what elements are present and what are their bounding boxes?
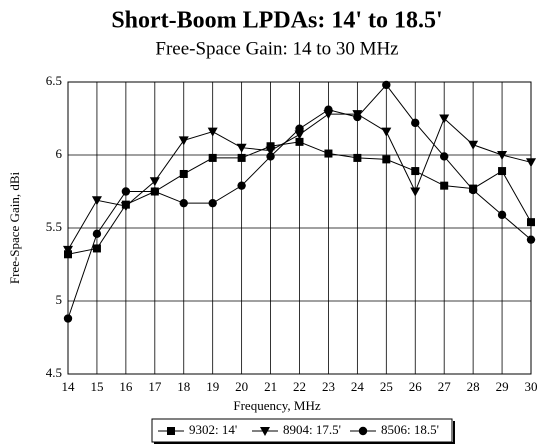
x-tick-label: 30 [525, 379, 538, 394]
marker [237, 153, 246, 162]
y-tick-label: 5 [56, 292, 63, 307]
x-tick-label: 26 [409, 379, 423, 394]
marker [63, 314, 73, 323]
marker [382, 80, 391, 90]
x-tick-label: 21 [264, 379, 277, 394]
marker [265, 146, 276, 156]
marker [121, 187, 131, 196]
marker [439, 114, 450, 124]
marker [410, 187, 421, 197]
marker [468, 140, 479, 150]
legend-item: 8506: 18.5' [350, 422, 439, 437]
x-tick-label: 14 [62, 379, 76, 394]
y-tick-label: 4.5 [46, 365, 62, 380]
marker [411, 118, 420, 128]
marker [497, 210, 507, 220]
marker [294, 130, 305, 140]
x-tick-label: 27 [438, 379, 452, 394]
marker [178, 136, 189, 146]
marker [92, 244, 101, 253]
y-tick-label: 6.5 [46, 73, 62, 88]
marker [526, 158, 536, 168]
x-tick-label: 28 [467, 379, 480, 394]
marker [527, 218, 535, 227]
marker [208, 198, 217, 208]
marker [498, 167, 507, 176]
marker [295, 124, 304, 133]
legend-item: 8904: 17.5' [252, 422, 341, 437]
marker [324, 105, 333, 114]
x-tick-label: 29 [496, 379, 509, 394]
x-tick-label: 17 [148, 379, 162, 394]
marker [382, 155, 391, 164]
marker [207, 127, 218, 137]
marker [526, 235, 536, 244]
marker [236, 143, 247, 153]
y-tick-label: 6 [56, 146, 63, 161]
marker [411, 167, 420, 176]
x-tick-label: 24 [351, 379, 365, 394]
x-tick-label: 23 [322, 379, 335, 394]
legend-item: 9302: 14' [158, 422, 237, 437]
marker [266, 142, 275, 151]
x-tick-label: 19 [206, 379, 219, 394]
marker [439, 152, 449, 161]
marker [237, 181, 246, 190]
x-tick-label: 22 [293, 379, 306, 394]
marker [381, 127, 392, 137]
marker [353, 153, 362, 162]
marker [324, 149, 333, 158]
marker [150, 187, 160, 196]
marker [440, 181, 449, 190]
marker [497, 151, 508, 160]
chart-title: Short-Boom LPDAs: 14' to 18.5' [111, 8, 442, 34]
legend-label: 8506: 18.5' [381, 422, 439, 437]
legend-label: 8904: 17.5' [283, 422, 341, 437]
marker [91, 196, 102, 206]
marker [179, 169, 188, 178]
chart-subtitle: Free-Space Gain: 14 to 30 MHz [155, 38, 398, 59]
y-axis-label: Free-Space Gain, dBi [7, 171, 22, 284]
marker [295, 137, 304, 146]
marker [149, 177, 160, 187]
y-tick-label: 5.5 [46, 219, 62, 234]
marker [260, 427, 270, 436]
x-axis-label: Frequency, MHz [233, 398, 320, 413]
x-tick-label: 15 [90, 379, 103, 394]
marker [92, 229, 102, 239]
marker [208, 153, 217, 162]
x-tick-label: 20 [235, 379, 248, 394]
marker [179, 198, 188, 208]
marker [358, 426, 368, 436]
marker [468, 185, 478, 195]
marker [353, 112, 362, 122]
marker [63, 245, 73, 255]
x-tick-label: 25 [380, 379, 393, 394]
x-tick-label: 16 [119, 379, 133, 394]
marker [266, 152, 275, 161]
legend-label: 9302: 14' [189, 422, 237, 437]
marker [120, 202, 131, 212]
x-tick-label: 18 [177, 379, 190, 394]
marker [167, 427, 175, 435]
